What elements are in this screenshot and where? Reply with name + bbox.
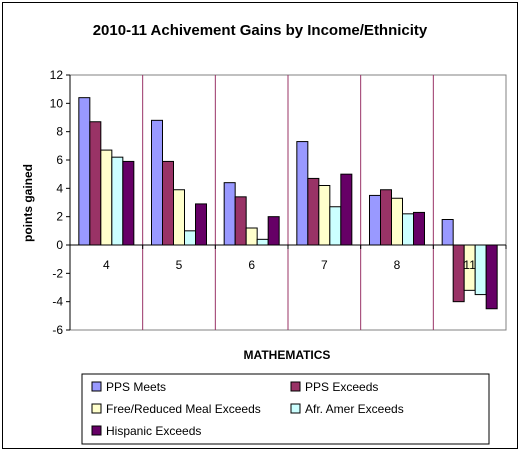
bar [151, 119, 163, 246]
bar [184, 230, 196, 246]
bar [100, 149, 113, 246]
bar [307, 177, 320, 246]
x-tick-label: 8 [394, 258, 401, 272]
y-tick-label: -4 [52, 295, 63, 309]
bar [223, 182, 236, 246]
legend-label: Afr. Amer Exceeds [305, 402, 404, 416]
legend-swatch [290, 381, 301, 392]
bar [173, 189, 185, 246]
bar [234, 196, 247, 246]
y-tick-label: 8 [56, 125, 63, 139]
bar [474, 244, 487, 296]
legend-label: Hispanic Exceeds [106, 424, 201, 438]
x-tick-label: 11 [463, 258, 476, 272]
bar [329, 206, 342, 246]
chart: 2010-11 Achivement Gains by Income/Ethni… [21, 22, 507, 445]
legend-swatch [91, 425, 102, 436]
legend-box [81, 373, 490, 445]
bar [256, 238, 269, 246]
bar [78, 97, 91, 246]
x-tick-label: 6 [248, 258, 255, 272]
legend-label: Free/Reduced Meal Exceeds [106, 402, 261, 416]
y-tick-label: 6 [56, 153, 63, 167]
legend-swatch [290, 403, 301, 414]
bar [162, 160, 174, 246]
bar [413, 211, 425, 246]
bar [391, 197, 403, 246]
y-tick-label: 10 [50, 96, 64, 110]
y-tick-label: 2 [56, 210, 63, 224]
legend-swatch [91, 381, 102, 392]
x-tick-label: 5 [176, 258, 183, 272]
legend: PPS Meets PPS Exceeds Free/Reduced Meal Ex… [81, 373, 490, 445]
x-axis-title: MATHEMATICS [244, 348, 331, 362]
bar [267, 216, 280, 246]
y-tick-label: 12 [50, 68, 64, 82]
x-tick-label: 4 [103, 258, 110, 272]
bar [111, 156, 124, 246]
legend-swatch [91, 403, 102, 414]
y-tick-label: -2 [52, 266, 63, 280]
bar [441, 219, 454, 246]
bar [340, 173, 353, 246]
bar [122, 160, 135, 246]
bar [296, 141, 309, 246]
bar [485, 244, 498, 310]
legend-label: PPS Exceeds [305, 380, 378, 394]
chart-title: 2010-11 Achivement Gains by Income/Ethni… [93, 22, 428, 39]
bar [369, 194, 381, 246]
y-axis-title: points gained [21, 164, 35, 242]
y-tick-label: 4 [56, 181, 63, 195]
bar [402, 213, 414, 246]
y-tick-label: -6 [52, 323, 63, 337]
y-tick-label: 0 [56, 238, 63, 252]
x-tick-label: 7 [321, 258, 328, 272]
bar [318, 185, 331, 246]
legend-label: PPS Meets [106, 380, 166, 394]
bar [89, 121, 102, 246]
bar [195, 203, 207, 246]
bar [380, 189, 392, 246]
bar [452, 244, 465, 303]
bar [245, 227, 258, 246]
plot-area: 12 10 8 6 4 2 0 -2 -4 -6 4 5 6 7 8 11 [50, 68, 507, 337]
